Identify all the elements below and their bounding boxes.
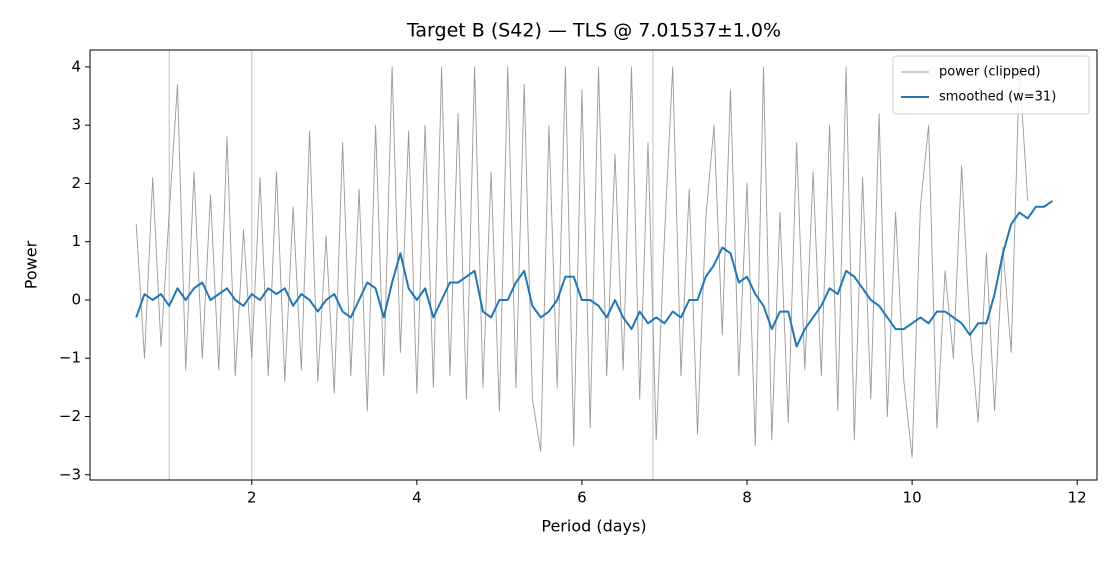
x-tick-label: 8 (742, 489, 752, 507)
y-tick-label: 0 (71, 290, 81, 308)
chart-title: Target B (S42) — TLS @ 7.01537±1.0% (406, 20, 781, 42)
x-tick-label: 2 (247, 489, 257, 507)
y-tick-label: 1 (71, 232, 81, 250)
x-tick-label: 10 (903, 489, 922, 507)
x-tick-label: 12 (1068, 489, 1087, 507)
legend-label: smoothed (w=31) (939, 90, 1056, 105)
y-axis-label: Power (22, 240, 41, 289)
y-tick-label: −1 (59, 349, 81, 367)
x-tick-label: 6 (577, 489, 587, 507)
y-tick-label: 4 (71, 57, 81, 75)
y-tick-label: −2 (59, 407, 81, 425)
series-line (135, 200, 1053, 348)
y-tick-label: 2 (71, 174, 81, 192)
x-tick-label: 4 (412, 489, 422, 507)
legend-box (892, 55, 1090, 115)
plot-frame (89, 49, 1098, 481)
x-axis-label: Period (days) (541, 517, 646, 536)
y-tick-label: −3 (59, 465, 81, 483)
series-line (135, 66, 1029, 458)
y-tick-label: 3 (71, 116, 81, 134)
legend-label: power (clipped) (939, 65, 1041, 80)
